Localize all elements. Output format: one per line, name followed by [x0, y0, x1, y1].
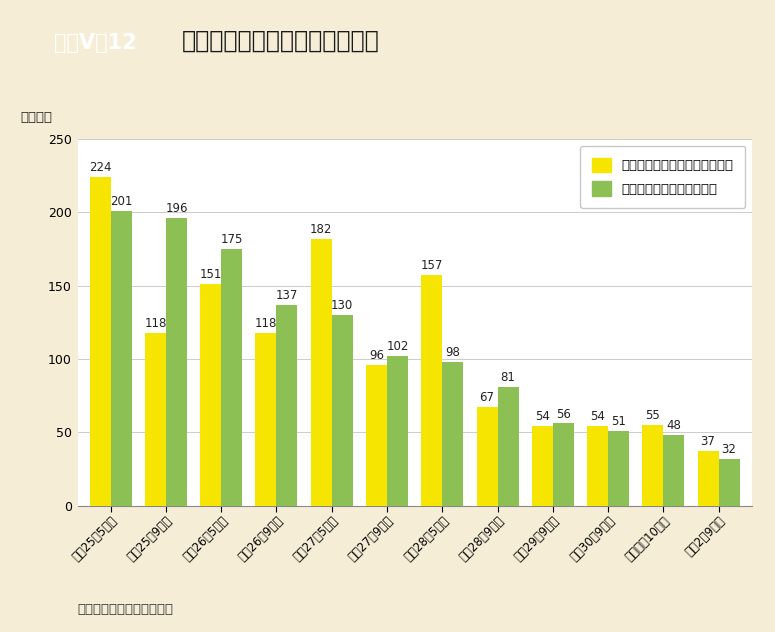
Bar [532, 427, 553, 506]
Text: 102: 102 [386, 340, 408, 353]
Text: 37: 37 [701, 435, 715, 449]
Bar [256, 332, 277, 506]
Bar [221, 249, 243, 506]
Text: 118: 118 [144, 317, 167, 330]
Text: 資料V－12: 資料V－12 [53, 33, 136, 52]
Bar [277, 305, 298, 506]
Bar [145, 332, 166, 506]
Text: 175: 175 [221, 233, 243, 246]
Text: 137: 137 [276, 289, 298, 302]
Bar [90, 177, 111, 506]
Text: 81: 81 [501, 371, 515, 384]
Text: 96: 96 [369, 349, 384, 362]
Bar [311, 239, 332, 506]
Text: 182: 182 [310, 223, 332, 236]
Text: 56: 56 [556, 408, 570, 420]
Text: 資料：林野庁経営課調べ。: 資料：林野庁経営課調べ。 [78, 603, 174, 616]
Bar [498, 387, 518, 506]
Bar [332, 315, 353, 506]
Bar [698, 451, 718, 506]
Text: 32: 32 [722, 443, 736, 456]
Text: 51: 51 [611, 415, 626, 428]
Legend: 他の都道府県からの供給希望量, 都道府県外への供給可能量: 他の都道府県からの供給希望量, 都道府県外への供給可能量 [580, 145, 745, 208]
Bar [642, 425, 663, 506]
Text: 55: 55 [646, 409, 660, 422]
Bar [718, 459, 739, 506]
Bar [663, 435, 684, 506]
Text: 118: 118 [255, 317, 277, 330]
Bar [477, 408, 498, 506]
Text: 98: 98 [446, 346, 460, 359]
Text: きのこ原木のマッチングの状況: きのこ原木のマッチングの状況 [182, 29, 380, 53]
Bar [553, 423, 574, 506]
Bar [111, 211, 132, 506]
Text: 67: 67 [480, 391, 494, 404]
Text: 54: 54 [590, 411, 605, 423]
Text: 201: 201 [110, 195, 133, 208]
Text: 157: 157 [421, 260, 443, 272]
Text: 54: 54 [535, 411, 549, 423]
Text: 224: 224 [89, 161, 112, 174]
Bar [366, 365, 387, 506]
Text: 196: 196 [165, 202, 188, 216]
Bar [608, 431, 629, 506]
Bar [200, 284, 221, 506]
Text: 151: 151 [199, 268, 222, 281]
Bar [166, 218, 187, 506]
Bar [422, 276, 443, 506]
Text: （万本）: （万本） [20, 111, 52, 125]
Bar [587, 427, 608, 506]
Text: 48: 48 [666, 419, 681, 432]
Bar [443, 362, 463, 506]
Text: 130: 130 [331, 299, 353, 312]
Bar [387, 356, 408, 506]
